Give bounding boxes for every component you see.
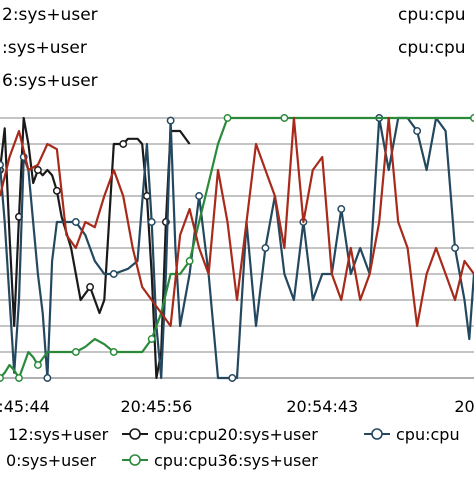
series-point <box>228 374 237 382</box>
series-point <box>147 218 156 226</box>
series-point <box>0 374 4 382</box>
series-point <box>43 374 52 382</box>
series-line-3 <box>0 116 474 328</box>
x-tick-label: 20:45:56 <box>120 397 192 416</box>
series-line-0 <box>0 116 191 380</box>
series-line-1 <box>0 116 474 380</box>
top-legend-right-label: cpu:cpu <box>398 38 466 58</box>
legend-label: cpu:cpu <box>396 425 460 444</box>
series-point <box>71 218 80 226</box>
top-legend-left-label: 6:sys+user <box>2 71 98 91</box>
top-legend-right-label: cpu:cpu <box>398 5 466 25</box>
series-point <box>261 244 270 252</box>
x-tick-label: 0:45:44 <box>0 397 50 416</box>
top-legend-left-label: :sys+user <box>2 38 87 58</box>
legend-label: 0:sys+user <box>6 451 96 470</box>
x-tick-label: 20 <box>454 397 474 416</box>
top-legend-left-label: 2:sys+user <box>2 5 98 25</box>
series-point <box>451 244 459 252</box>
series-point <box>185 257 194 265</box>
series-point <box>337 205 346 213</box>
legend-swatch-marker <box>371 428 383 440</box>
series-point <box>0 160 4 169</box>
series-point <box>109 270 118 278</box>
series-point <box>223 114 232 122</box>
series-line-2 <box>0 116 474 380</box>
legend-swatch-marker <box>129 454 141 466</box>
legend-label: 12:sys+user <box>8 425 109 444</box>
series-point <box>15 374 23 382</box>
legend-swatch-marker <box>129 428 141 440</box>
series-point <box>280 114 289 122</box>
x-tick-label: 20:54:43 <box>286 397 358 416</box>
legend-label: cpu:cpu20:sys+user <box>154 425 318 444</box>
series-point <box>195 192 204 200</box>
legend-label: cpu:cpu36:sys+user <box>154 451 318 470</box>
series-point <box>33 166 42 174</box>
series-point <box>86 283 95 291</box>
series-point <box>119 140 128 148</box>
series-point <box>71 348 80 356</box>
series-point <box>109 348 118 356</box>
series-point <box>52 186 61 195</box>
series-point <box>147 335 156 343</box>
series-point <box>166 116 175 125</box>
series-point <box>413 127 422 135</box>
series-point <box>33 361 42 369</box>
